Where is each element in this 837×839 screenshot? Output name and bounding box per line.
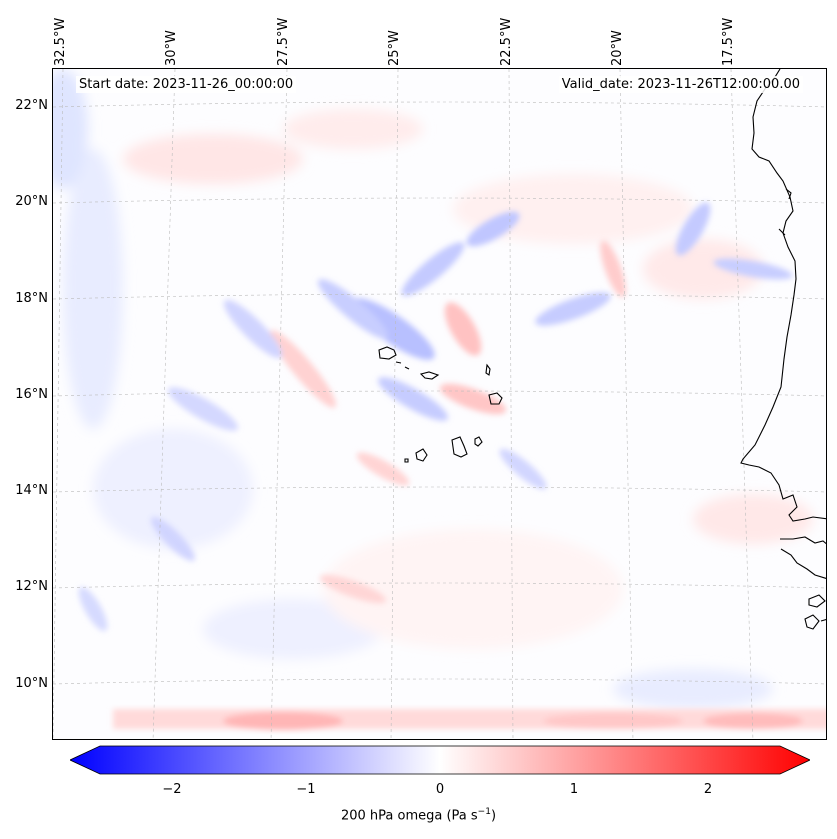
- field-structures: [78, 202, 793, 632]
- lon-tick-label: 22.5°W: [499, 17, 514, 66]
- lon-tick-label: 17.5°W: [721, 17, 736, 66]
- lon-tick-label: 25°W: [387, 30, 402, 66]
- lon-tick-label: 27.5°W: [276, 17, 291, 66]
- cape-verde-islands: [378, 346, 503, 463]
- lat-tick-label: 16°N: [15, 387, 48, 402]
- lon-tick-label: 20°W: [610, 30, 625, 66]
- lat-tick-label: 10°N: [15, 676, 48, 691]
- lat-tick-label: 18°N: [15, 291, 48, 306]
- lon-tick-label: 30°W: [164, 30, 179, 66]
- lat-tick-label: 12°N: [15, 579, 48, 594]
- valid-date-label: Valid_date: 2023-11-26T12:00:00.00: [558, 76, 803, 93]
- colorbar-title-close: ): [490, 808, 497, 824]
- colorbar-tick-label: −2: [162, 782, 182, 797]
- map-panel: [52, 68, 827, 740]
- colorbar-gradient: [69, 745, 811, 775]
- southern-band: [113, 709, 826, 730]
- colorbar-title: 200 hPa omega (Pa s−1): [0, 807, 837, 823]
- lat-tick-label: 22°N: [15, 98, 48, 113]
- colorbar-tick-label: −1: [296, 782, 316, 797]
- lat-tick-label: 14°N: [15, 483, 48, 498]
- african-coastline: [740, 69, 826, 630]
- colorbar-title-exponent: −1: [477, 807, 491, 817]
- colorbar-tick-label: 0: [435, 782, 445, 797]
- field-background: [53, 69, 813, 709]
- lat-tick-label: 20°N: [15, 194, 48, 209]
- start-date-label: Start date: 2023-11-26_00:00:00: [76, 76, 297, 93]
- colorbar-tick-label: 2: [703, 782, 713, 797]
- lon-tick-label: 32.5°W: [53, 17, 68, 66]
- colorbar-title-text: 200 hPa omega (Pa s: [340, 808, 478, 824]
- colorbar: [69, 745, 811, 775]
- colorbar-tick-label: 1: [569, 782, 579, 797]
- graticule: [53, 69, 826, 739]
- omega-field: [53, 69, 826, 739]
